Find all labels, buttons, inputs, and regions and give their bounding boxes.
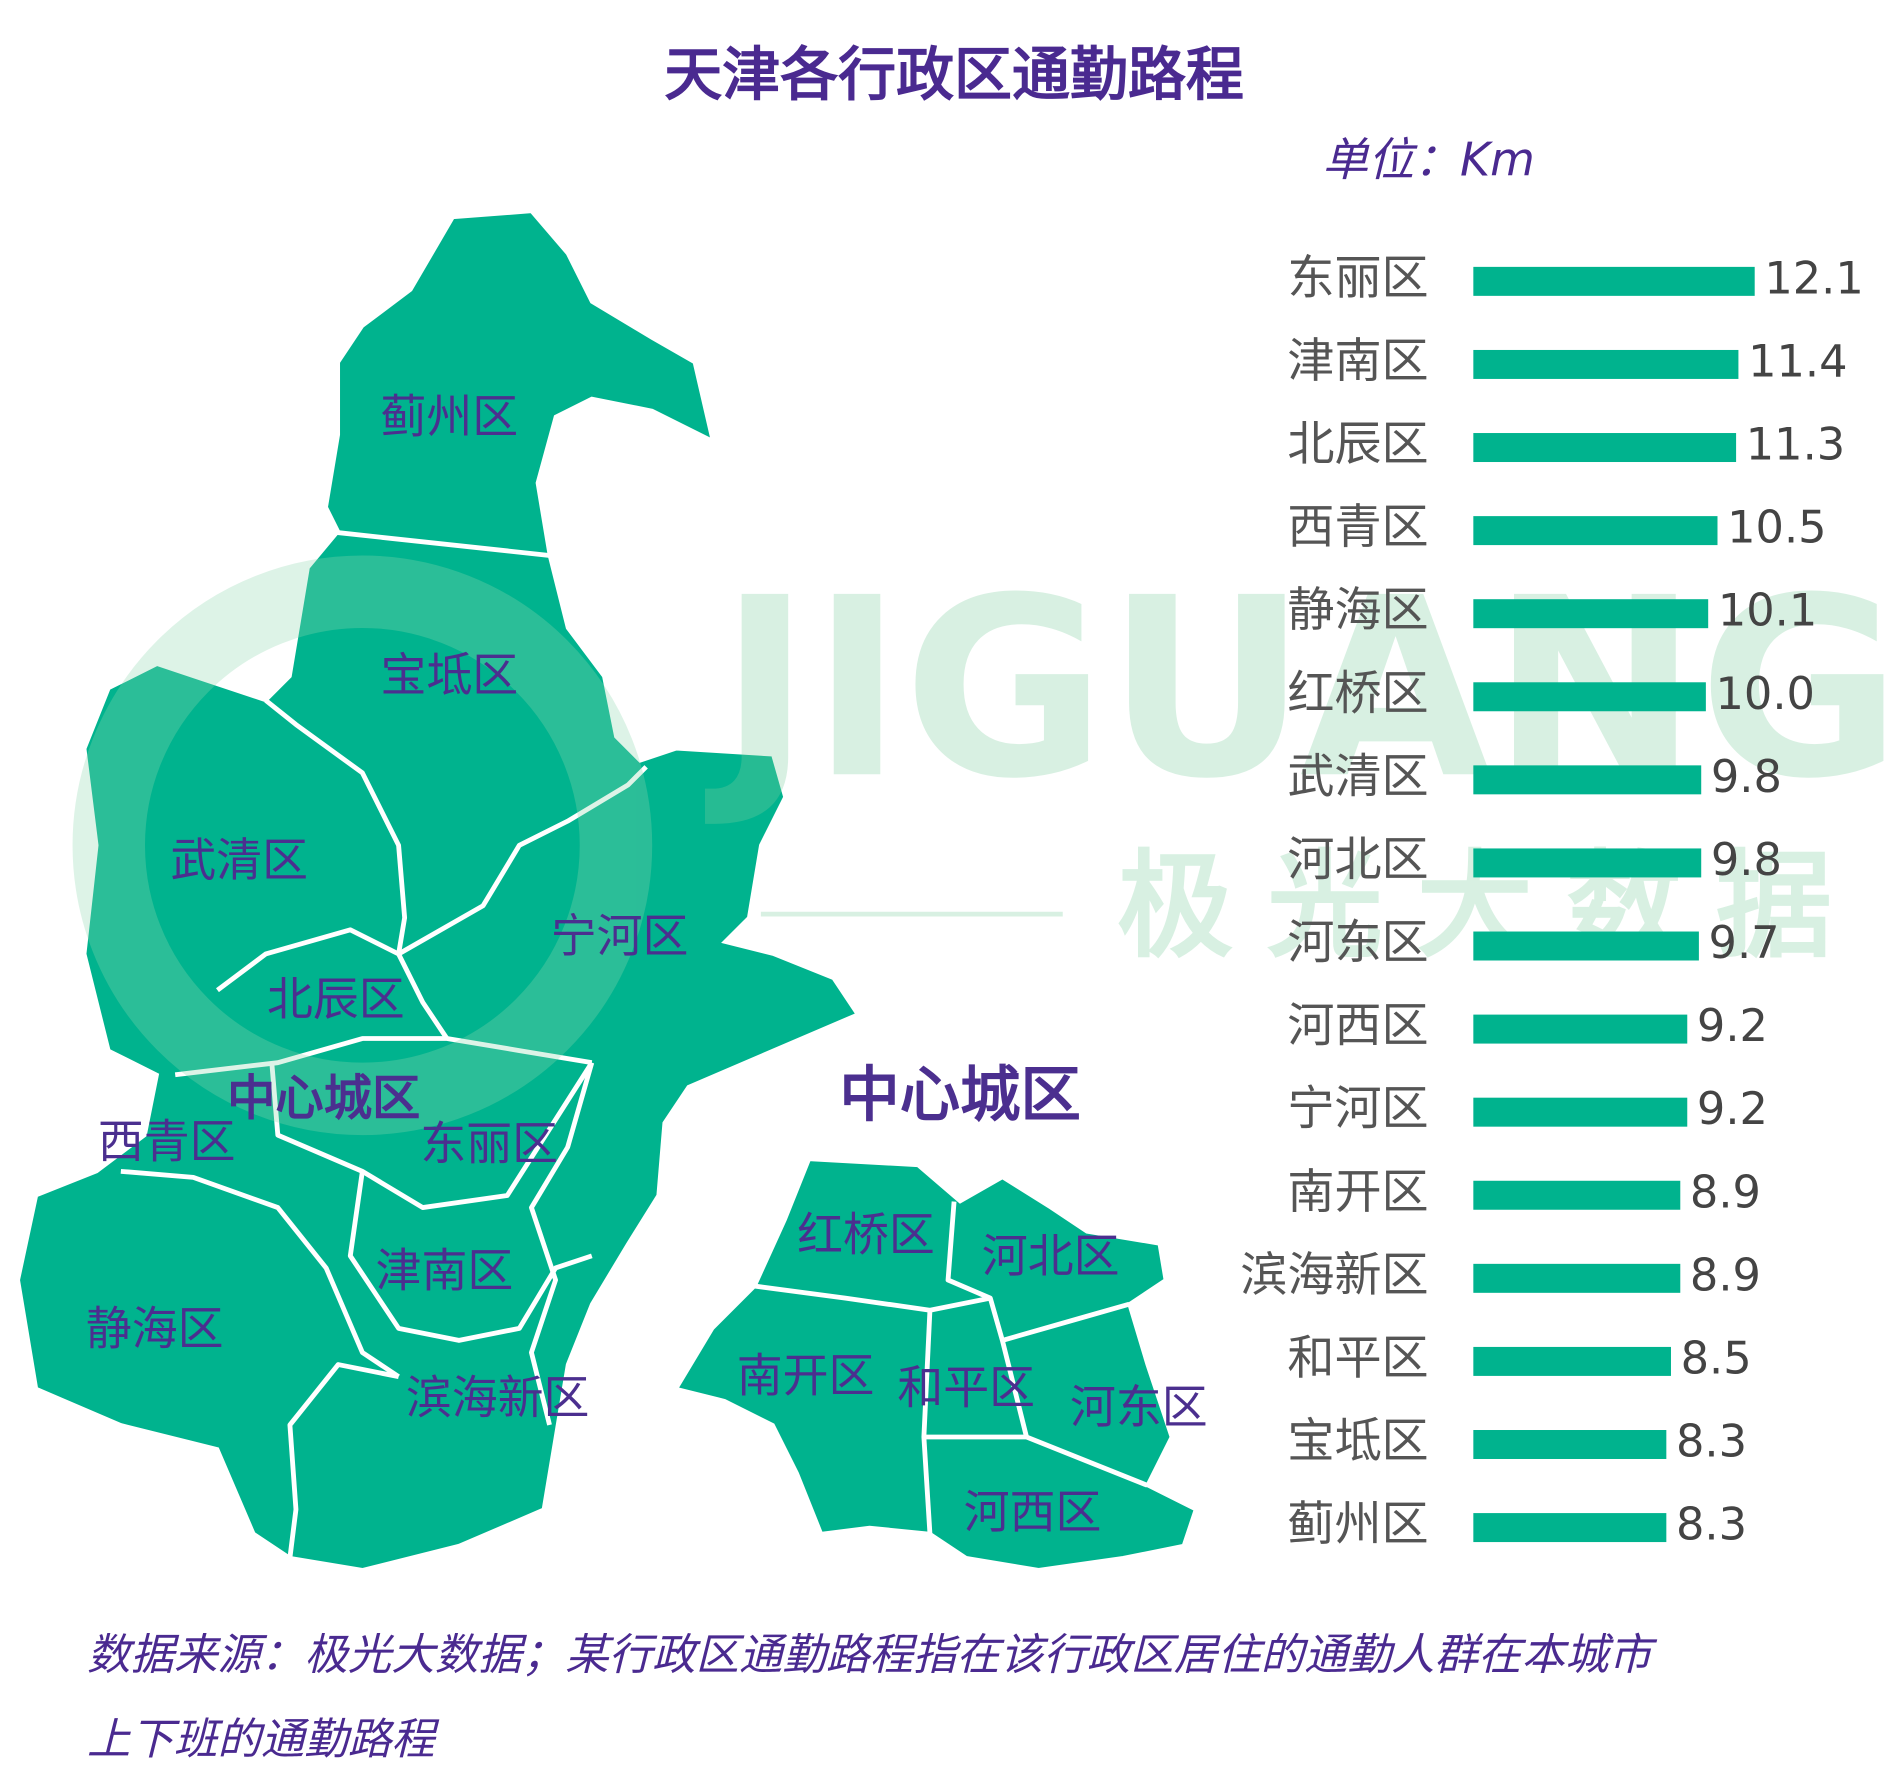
district-border [120, 1168, 400, 1379]
category-label: 津南区 [1287, 334, 1428, 389]
value-label: 9.8 [1711, 751, 1782, 803]
map-label: 河北区 [982, 1229, 1120, 1283]
map [16, 209, 1198, 1572]
bar [1473, 349, 1739, 379]
category-label: 河北区 [1287, 832, 1428, 887]
value-label: 12.1 [1764, 252, 1863, 304]
district-border [347, 1171, 593, 1343]
bar [1473, 1346, 1671, 1376]
main-map [16, 209, 861, 1572]
category-label: 南开区 [1287, 1165, 1428, 1220]
value-label: 8.5 [1681, 1332, 1752, 1384]
category-label: 宁河区 [1287, 1082, 1428, 1137]
district-border [529, 1062, 595, 1426]
source-note: 上下班的通勤路程 [87, 1715, 440, 1765]
map-label: 武清区 [170, 833, 308, 887]
map-label: 北辰区 [267, 972, 405, 1026]
bar [1473, 266, 1755, 296]
district-border [264, 698, 408, 955]
category-label: 静海区 [1287, 583, 1428, 638]
map-center-label: 中心城区 [227, 1070, 420, 1126]
map-label: 河东区 [1070, 1380, 1208, 1434]
value-label: 10.1 [1718, 585, 1817, 637]
value-label: 8.9 [1690, 1249, 1761, 1301]
district-border [287, 1362, 400, 1559]
map-label: 滨海新区 [406, 1370, 590, 1424]
category-label: 武清区 [1287, 749, 1428, 804]
category-label: 西青区 [1287, 500, 1428, 555]
map-label: 蓟州区 [380, 390, 518, 444]
inset-title: 中心城区 [839, 1060, 1080, 1130]
map-label: 宁河区 [551, 909, 689, 963]
category-label: 红桥区 [1287, 666, 1428, 721]
watermark-logo [72, 555, 653, 1136]
bar [1473, 765, 1702, 795]
value-label: 8.3 [1676, 1499, 1747, 1551]
bar [1473, 1014, 1688, 1044]
map-label: 东丽区 [420, 1117, 558, 1171]
chart-title: 天津各行政区通勤路程 [664, 41, 1244, 109]
value-label: 11.4 [1748, 335, 1847, 387]
bar [1473, 516, 1718, 546]
district-border [754, 1283, 991, 1313]
bar [1473, 1180, 1681, 1210]
value-label: 9.2 [1697, 1000, 1768, 1052]
value-label: 9.7 [1709, 917, 1780, 969]
bar [1473, 1097, 1688, 1127]
category-label: 东丽区 [1287, 251, 1428, 306]
map-label: 红桥区 [797, 1207, 935, 1261]
map-label: 西青区 [98, 1114, 236, 1168]
value-label: 9.2 [1697, 1083, 1768, 1135]
map-label: 宝坻区 [380, 648, 518, 702]
district-border [325, 528, 550, 558]
category-label: 北辰区 [1287, 417, 1428, 472]
category-label: 河东区 [1287, 916, 1428, 971]
category-label: 和平区 [1287, 1331, 1428, 1386]
district-border [1001, 1301, 1130, 1343]
map-label: 和平区 [897, 1361, 1035, 1415]
value-label: 10.5 [1727, 502, 1826, 554]
district-border [216, 927, 449, 1040]
value-label: 10.0 [1716, 668, 1815, 720]
bar [1473, 1513, 1667, 1543]
bar [1473, 599, 1709, 629]
bar [1473, 931, 1699, 961]
district-border [269, 1061, 594, 1210]
value-label: 11.3 [1746, 419, 1845, 471]
bar [1473, 1430, 1667, 1459]
value-label: 8.3 [1676, 1415, 1747, 1467]
value-label: 8.9 [1690, 1166, 1761, 1218]
bar [1473, 433, 1737, 463]
value-label: 9.8 [1711, 834, 1782, 886]
district-border [174, 1036, 593, 1078]
bar [1473, 1263, 1681, 1293]
district-border [397, 765, 648, 957]
map-label: 津南区 [376, 1243, 514, 1297]
bar [1473, 848, 1702, 878]
category-label: 蓟州区 [1287, 1497, 1428, 1552]
map-label: 静海区 [86, 1301, 224, 1355]
source-note: 数据来源：极光大数据；某行政区通勤路程指在该行政区居住的通勤人群在本城市 [87, 1630, 1657, 1680]
district-border [945, 1201, 1029, 1438]
inset-map [673, 1157, 1198, 1572]
map-label: 河西区 [964, 1485, 1102, 1539]
bar [1473, 682, 1706, 712]
map-label: 南开区 [737, 1349, 875, 1403]
category-label: 河西区 [1287, 999, 1428, 1054]
category-label: 滨海新区 [1240, 1248, 1428, 1303]
unit-label: 单位：Km [1322, 133, 1534, 187]
category-label: 宝坻区 [1287, 1414, 1428, 1469]
district-border [923, 1434, 1149, 1488]
